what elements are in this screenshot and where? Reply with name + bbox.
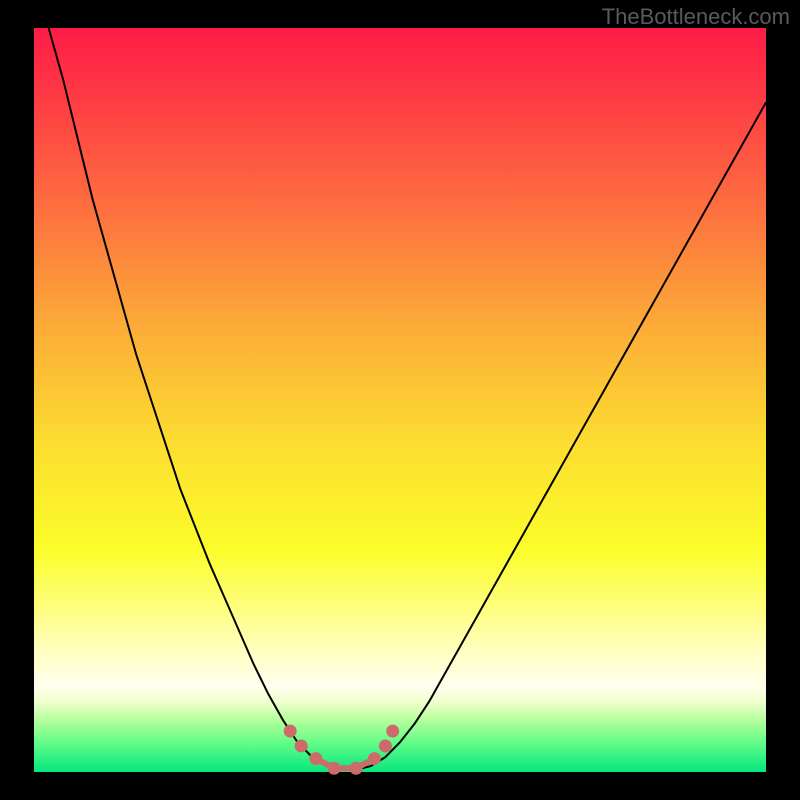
watermark-text: TheBottleneck.com xyxy=(602,4,790,30)
chart-stage: TheBottleneck.com xyxy=(0,0,800,800)
plot-background-gradient xyxy=(34,28,766,772)
